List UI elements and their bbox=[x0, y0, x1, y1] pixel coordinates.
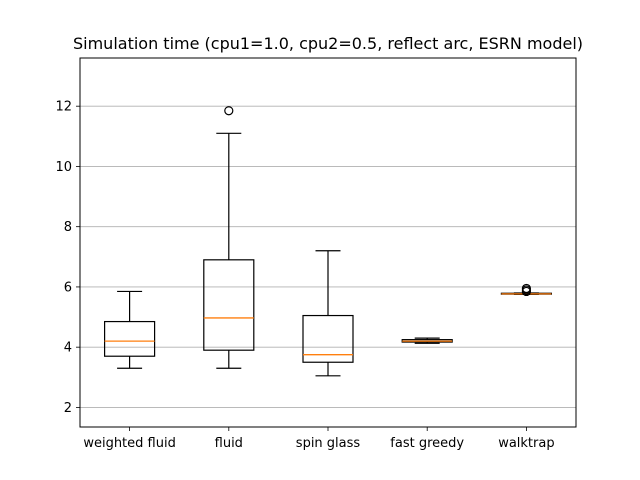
x-tick-label: fluid bbox=[215, 436, 243, 451]
chart-title: Simulation time (cpu1=1.0, cpu2=0.5, ref… bbox=[73, 34, 583, 53]
box-walktrap bbox=[500, 283, 552, 297]
box-weighted-fluid bbox=[103, 290, 156, 369]
outlier-point bbox=[224, 106, 234, 116]
outlier-point bbox=[521, 283, 532, 294]
x-tick-label: weighted fluid bbox=[83, 436, 176, 451]
y-tick-label: 4 bbox=[64, 341, 72, 356]
y-tick-label: 10 bbox=[55, 160, 72, 175]
x-tick-label: fast greedy bbox=[390, 436, 464, 451]
iqr-box bbox=[103, 320, 156, 357]
y-tick-label: 12 bbox=[55, 100, 72, 115]
box-fast-greedy bbox=[401, 337, 453, 344]
y-tick-label: 2 bbox=[64, 401, 72, 416]
x-tick-label: walktrap bbox=[498, 436, 554, 451]
box-spin-glass bbox=[302, 250, 354, 377]
box-fluid bbox=[203, 106, 255, 369]
y-tick-label: 8 bbox=[64, 220, 72, 235]
ticks-layer: 2 4 6 8 10 12 weighted fluid fluid spin glass fas… bbox=[55, 100, 554, 451]
boxes-layer bbox=[103, 106, 552, 377]
x-tick-label: spin glass bbox=[296, 436, 361, 451]
y-tick-label: 6 bbox=[64, 280, 72, 295]
iqr-box bbox=[203, 259, 255, 351]
iqr-box bbox=[302, 314, 354, 363]
